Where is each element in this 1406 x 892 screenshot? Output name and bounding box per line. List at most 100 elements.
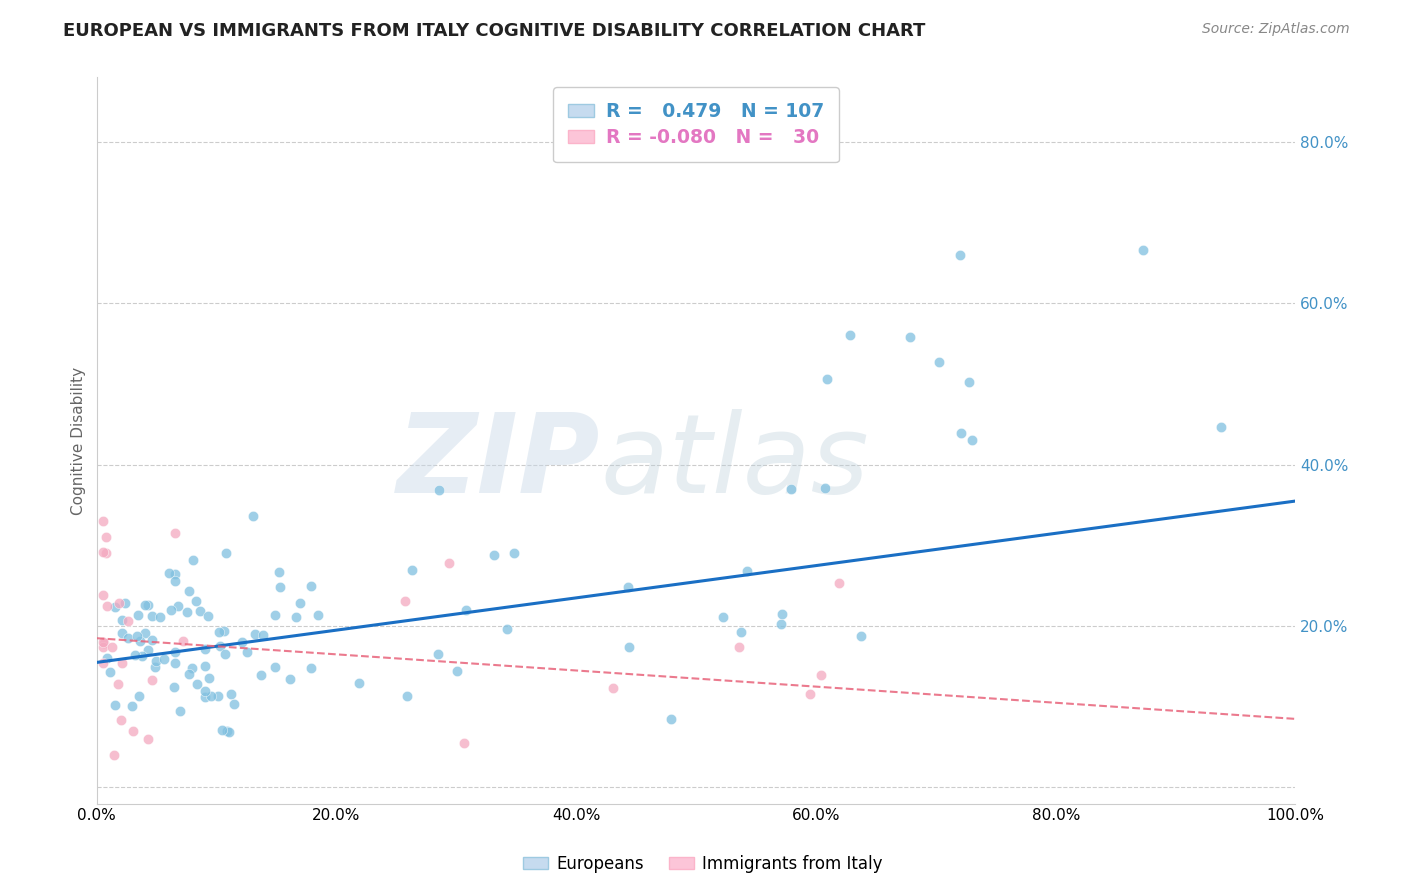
Point	[96, 547, 118, 561]
Point	[110, 625, 132, 640]
Point	[131, 649, 153, 664]
Point	[127, 629, 149, 643]
Point	[163, 680, 186, 694]
Point	[851, 630, 873, 644]
Point	[1132, 243, 1154, 257]
Point	[197, 608, 219, 623]
Point	[602, 681, 624, 695]
Point	[770, 617, 793, 632]
Point	[91, 640, 114, 654]
Point	[197, 671, 219, 685]
Point	[111, 613, 134, 627]
Point	[121, 699, 143, 714]
Text: ZIP: ZIP	[396, 409, 600, 516]
Point	[153, 652, 176, 666]
Point	[780, 483, 803, 497]
Point	[222, 698, 245, 712]
Point	[188, 604, 211, 618]
Point	[737, 564, 759, 578]
Point	[134, 626, 156, 640]
Point	[839, 327, 862, 342]
Point	[267, 566, 290, 580]
Point	[179, 583, 201, 598]
Point	[426, 647, 449, 661]
Point	[212, 624, 235, 638]
Point	[149, 610, 172, 624]
Legend: R =   0.479   N = 107, R = -0.080   N =   30: R = 0.479 N = 107, R = -0.080 N = 30	[553, 87, 839, 162]
Point	[177, 666, 200, 681]
Point	[160, 603, 183, 617]
Point	[172, 634, 194, 648]
Point	[194, 641, 217, 656]
Point	[134, 598, 156, 612]
Point	[898, 330, 921, 344]
Legend: Europeans, Immigrants from Italy: Europeans, Immigrants from Italy	[516, 848, 890, 880]
Point	[121, 724, 143, 739]
Point	[200, 690, 222, 704]
Point	[617, 581, 640, 595]
Point	[770, 607, 793, 621]
Point	[136, 643, 159, 657]
Point	[163, 645, 186, 659]
Point	[278, 672, 301, 686]
Point	[157, 566, 180, 581]
Point	[96, 650, 118, 665]
Point	[730, 624, 752, 639]
Point	[949, 425, 972, 440]
Point	[163, 526, 186, 541]
Point	[242, 508, 264, 523]
Point	[211, 723, 233, 738]
Point	[103, 748, 125, 763]
Point	[181, 553, 204, 567]
Point	[186, 677, 208, 691]
Point	[962, 433, 984, 447]
Point	[446, 665, 468, 679]
Point	[285, 610, 308, 624]
Point	[163, 657, 186, 671]
Point	[495, 622, 517, 636]
Point	[307, 608, 329, 623]
Point	[427, 483, 450, 497]
Point	[104, 599, 127, 614]
Point	[394, 594, 416, 608]
Point	[347, 676, 370, 690]
Point	[100, 665, 122, 679]
Point	[91, 635, 114, 649]
Point	[502, 546, 524, 560]
Point	[91, 514, 114, 528]
Point	[290, 596, 312, 610]
Text: Source: ZipAtlas.com: Source: ZipAtlas.com	[1202, 22, 1350, 37]
Point	[215, 724, 238, 739]
Point	[713, 609, 735, 624]
Point	[439, 556, 461, 570]
Point	[91, 545, 114, 559]
Point	[136, 599, 159, 613]
Point	[810, 668, 832, 682]
Point	[108, 596, 131, 610]
Point	[129, 633, 152, 648]
Point	[96, 530, 118, 544]
Point	[1209, 420, 1232, 434]
Point	[815, 372, 838, 386]
Point	[617, 640, 640, 654]
Point	[93, 635, 115, 649]
Point	[208, 625, 231, 640]
Y-axis label: Cognitive Disability: Cognitive Disability	[72, 367, 86, 515]
Point	[231, 634, 253, 648]
Point	[928, 355, 950, 369]
Point	[799, 687, 821, 701]
Point	[219, 687, 242, 701]
Point	[194, 659, 217, 673]
Point	[167, 599, 190, 613]
Point	[110, 713, 132, 727]
Point	[218, 724, 240, 739]
Point	[252, 628, 274, 642]
Point	[456, 603, 478, 617]
Point	[117, 614, 139, 628]
Point	[401, 563, 423, 577]
Point	[180, 661, 202, 675]
Point	[194, 690, 217, 704]
Point	[100, 640, 122, 654]
Point	[104, 698, 127, 712]
Point	[107, 677, 129, 691]
